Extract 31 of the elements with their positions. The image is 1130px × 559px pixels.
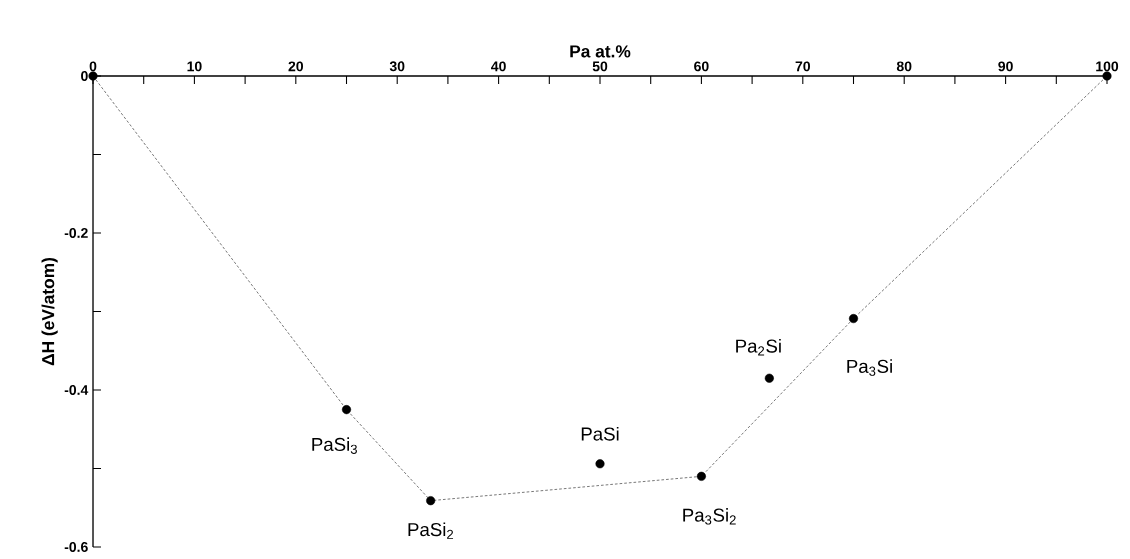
x-axis-title: Pa at.% [570,45,631,58]
point [764,373,774,383]
point [88,71,98,81]
x-tick-label: 10 [187,61,202,72]
point [696,471,706,481]
point [848,314,859,324]
x-tick-label: 80 [896,61,912,72]
x-tick-label: 100 [1096,61,1119,72]
annotation: PaSi$_{3}$ [312,437,357,454]
x-tick-label: 60 [694,61,709,72]
x-tick-label: 70 [795,61,811,72]
point [595,459,605,469]
x-tick-label: 20 [288,61,304,72]
annotation: PaSi [581,426,619,441]
x-tick-label: 90 [998,61,1013,72]
x-tick-label: 0 [89,61,97,72]
point [341,405,352,415]
y-tick-label: 0 [81,71,88,81]
x-tick-label: 30 [389,61,405,72]
annotation: Pa$_{3}$Si$_{2}$ [683,508,736,525]
x-tick-label: 40 [491,61,506,72]
point [426,496,436,506]
y-tick-label: -0.4 [64,385,89,395]
y-tick-label: -0.6 [64,542,88,552]
annotation: PaSi$_{2}$ [408,522,454,539]
annotation: Pa$_{2}$Si [736,339,781,356]
annotation: Pa$_{3}$Si [847,359,892,376]
y-axis-title: ΔH (eV/atom) [41,257,58,366]
y-tick-label: -0.2 [64,228,88,238]
point [1102,71,1112,81]
x-tick-label: 50 [592,61,608,72]
